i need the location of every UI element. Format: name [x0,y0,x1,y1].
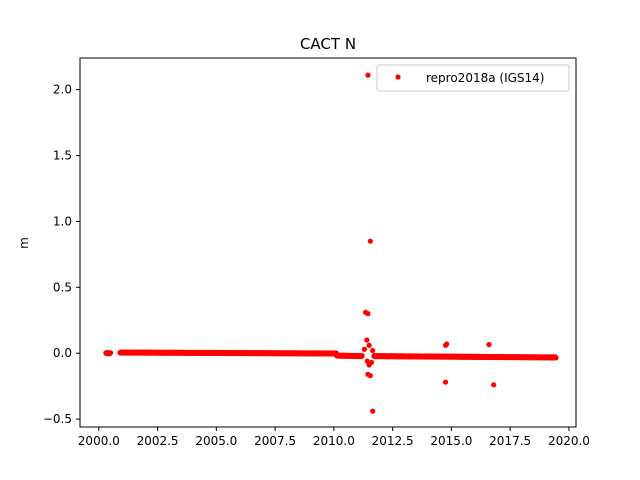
x-tick-label: 2005.0 [195,434,237,448]
data-point-outlier [486,342,492,348]
data-point-outlier [491,382,497,388]
x-axis-ticks: 2000.0 2002.5 2005.0 2007.5 2010.0 2012.5 2015… [78,427,590,448]
x-tick-label: 2000.0 [78,434,120,448]
data-point-outlier [367,373,373,379]
y-tick-label: −0.5 [43,412,72,426]
x-tick-label: 2002.5 [137,434,179,448]
y-tick-label: 0.5 [53,280,72,294]
data-point-outlier [365,72,371,78]
data-point-outlier [370,408,376,414]
legend: repro2018a (IGS14) [376,64,570,92]
x-tick-label: 2017.5 [489,434,531,448]
data-points [103,72,559,414]
x-tick-label: 2015.0 [430,434,472,448]
y-tick-label: 0.0 [53,346,72,360]
data-point [107,350,114,356]
legend-entry-label: repro2018a (IGS14) [426,71,544,85]
data-point-outlier [442,379,449,385]
data-point-outlier [366,342,372,348]
x-tick-label: 2012.5 [372,434,414,448]
axes-frame [79,57,577,428]
data-point-outlier [367,238,373,244]
y-axis-ticks: −0.5 0.0 0.5 1.0 1.5 2.0 [43,83,80,426]
chart-title: CACT N [300,35,356,53]
y-tick-label: 2.0 [53,83,72,97]
y-tick-label: 1.0 [53,214,72,228]
legend-marker [395,74,401,80]
x-tick-label: 2020.0 [548,434,590,448]
data-point-outlier [444,341,450,347]
data-point [553,355,559,361]
y-tick-label: 1.5 [53,149,72,163]
data-point-outlier [365,311,371,317]
data-point [359,352,365,359]
data-point-outlier [364,337,370,343]
y-axis-label: m [17,237,31,249]
data-point-outlier [361,346,368,352]
data-point-outlier [364,358,370,364]
data-point-outlier [370,347,376,354]
x-tick-label: 2007.5 [254,434,296,448]
x-tick-label: 2010.0 [313,434,355,448]
legend-box [376,64,570,92]
data-point-outlier [368,359,375,366]
